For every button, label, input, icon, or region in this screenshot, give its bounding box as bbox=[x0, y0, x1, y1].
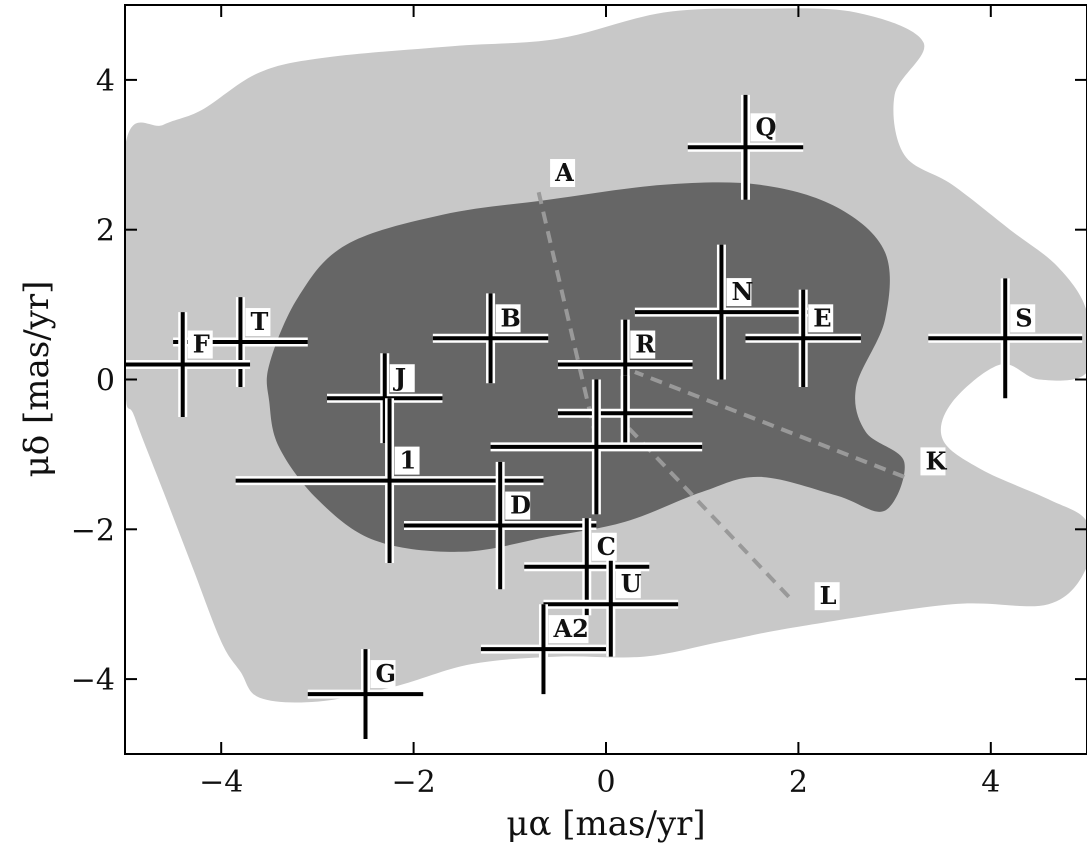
data-point-C bbox=[524, 518, 650, 616]
point-label-E: E bbox=[808, 303, 834, 333]
data-point-Q bbox=[687, 94, 804, 200]
label-text: Q bbox=[755, 112, 776, 141]
x-tick-label: 0 bbox=[596, 765, 615, 800]
point-label-C: C bbox=[591, 532, 617, 561]
label-text: A2 bbox=[552, 614, 588, 643]
track-label-L: L bbox=[814, 581, 840, 611]
label-box bbox=[370, 660, 396, 689]
label-box bbox=[505, 491, 531, 520]
track-label-K: K bbox=[920, 446, 947, 476]
label-box bbox=[591, 532, 617, 561]
data-point-F bbox=[125, 312, 251, 417]
data-point-U bbox=[543, 551, 679, 657]
track-line-K bbox=[634, 370, 905, 479]
label-box bbox=[750, 113, 776, 142]
track-label-A: A bbox=[550, 158, 576, 188]
y-axis-label: μδ [mas/yr] bbox=[17, 281, 57, 478]
label-text: N bbox=[731, 277, 753, 306]
data-point-B bbox=[432, 293, 549, 384]
label-text: K bbox=[925, 446, 947, 475]
label-box bbox=[1010, 304, 1036, 333]
point-label-G: G bbox=[370, 659, 397, 689]
label-text: J bbox=[393, 363, 406, 392]
x-tick-label: 4 bbox=[981, 765, 1000, 800]
point-label-T: T bbox=[245, 307, 271, 337]
label-box bbox=[389, 364, 415, 393]
point-label-A2: A2 bbox=[548, 614, 589, 644]
label-text: L bbox=[820, 581, 837, 610]
label-box bbox=[814, 582, 840, 611]
label-text: 1 bbox=[400, 446, 417, 475]
label-box bbox=[726, 278, 752, 307]
label-box bbox=[187, 330, 213, 359]
y-tick-label: −2 bbox=[71, 513, 115, 548]
point-label-N: N bbox=[726, 277, 753, 307]
data-point-E bbox=[745, 289, 861, 387]
label-text: R bbox=[635, 330, 656, 359]
point-label-F: F bbox=[187, 330, 213, 359]
label-text: A bbox=[554, 158, 574, 187]
label-box bbox=[394, 446, 420, 475]
y-tick-label: −4 bbox=[71, 663, 115, 698]
label-text: S bbox=[1015, 303, 1032, 332]
label-box bbox=[550, 159, 576, 188]
y-tick-label: 2 bbox=[96, 214, 115, 249]
label-text: D bbox=[510, 491, 531, 520]
x-tick-label: −4 bbox=[199, 765, 243, 800]
data-point-unlabeled-9 bbox=[557, 375, 693, 451]
label-text: U bbox=[621, 569, 642, 598]
x-axis-label: μα [mas/yr] bbox=[506, 804, 705, 844]
point-label-S: S bbox=[1010, 303, 1036, 333]
y-tick-label: 0 bbox=[96, 364, 115, 399]
y-tick-label: 4 bbox=[96, 64, 115, 99]
track-line-A bbox=[536, 191, 599, 440]
label-box bbox=[245, 308, 271, 337]
point-label-J: J bbox=[389, 363, 415, 393]
data-point-A2 bbox=[480, 604, 606, 695]
data-point-D bbox=[403, 461, 597, 590]
x-tick-label: −2 bbox=[391, 765, 435, 800]
label-box bbox=[808, 304, 834, 333]
label-box bbox=[615, 570, 641, 599]
point-label-R: R bbox=[630, 330, 656, 359]
data-point-unlabeled-10 bbox=[490, 379, 703, 515]
point-label-D: D bbox=[505, 491, 531, 520]
point-label-1: 1 bbox=[394, 446, 420, 475]
label-text: B bbox=[501, 303, 521, 332]
data-point-1 bbox=[235, 398, 544, 564]
data-point-J bbox=[327, 353, 443, 444]
label-box bbox=[495, 304, 521, 333]
data-point-G bbox=[307, 649, 424, 740]
label-text: T bbox=[250, 307, 268, 336]
point-label-B: B bbox=[495, 303, 521, 333]
point-label-Q: Q bbox=[750, 112, 776, 142]
label-box bbox=[548, 615, 589, 644]
label-box bbox=[630, 330, 656, 359]
data-point-S bbox=[928, 278, 1083, 399]
label-box bbox=[920, 447, 946, 476]
x-tick-label: 2 bbox=[789, 765, 808, 800]
label-text: G bbox=[376, 659, 397, 688]
label-text: F bbox=[193, 330, 210, 359]
point-label-U: U bbox=[615, 569, 642, 599]
data-point-N bbox=[634, 244, 809, 380]
label-text: C bbox=[597, 532, 616, 561]
label-text: E bbox=[813, 303, 831, 332]
